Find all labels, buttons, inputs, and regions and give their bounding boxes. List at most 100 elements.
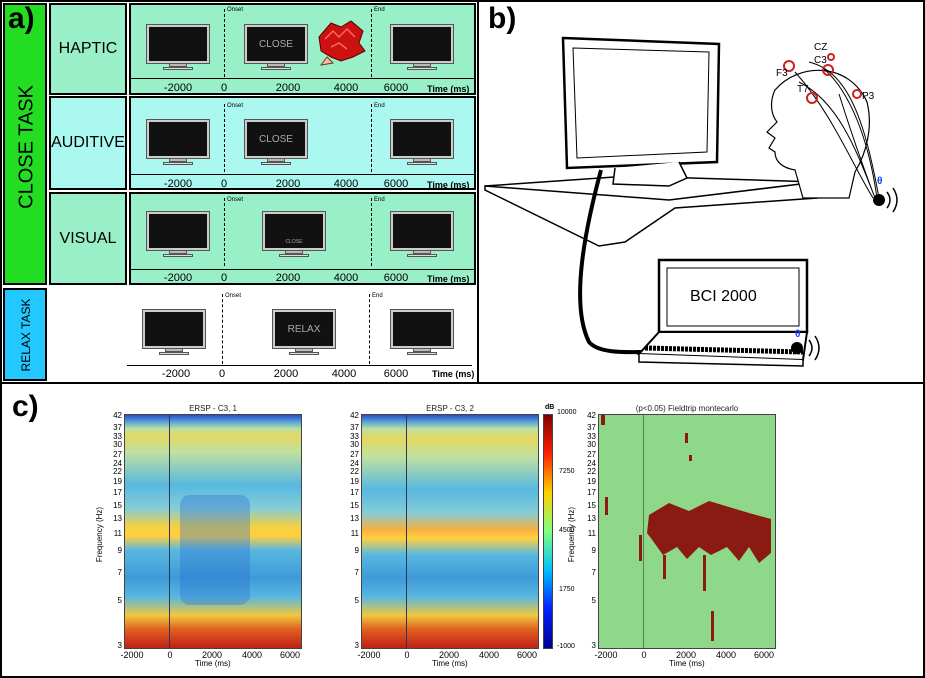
monitor-stimulus: CLOSE [244, 24, 308, 70]
x-tick-label: 2000 [438, 650, 460, 660]
heatmap-title-3: (p<0.05) Fieldtrip montecarlo [635, 404, 739, 413]
tick: 6000 [383, 82, 409, 94]
ylabel-2: Frequency (Hz) [567, 506, 577, 563]
significance-map [598, 414, 776, 649]
condition-label-visual: VISUAL [49, 192, 127, 285]
x-tick-label: -2000 [120, 650, 144, 660]
haptic-glove-icon [318, 20, 366, 66]
x-tick-label: 0 [167, 650, 173, 660]
significant-clusters [601, 415, 771, 641]
laptop-screen-text: BCI 2000 [690, 288, 757, 305]
tick: -2000 [163, 272, 193, 284]
monitor-pre [146, 211, 210, 257]
bluetooth-icon: θ [795, 329, 801, 340]
tick: 4000 [331, 368, 357, 380]
condition-label-haptic: HAPTIC [49, 3, 127, 95]
tick: 0 [218, 368, 226, 380]
y-tick-label: 5 [591, 596, 596, 605]
y-tick-label: 3 [591, 641, 596, 650]
tick: 6000 [383, 178, 409, 190]
bluetooth-icon: θ [877, 176, 883, 187]
y-tick-label: 42 [113, 411, 122, 420]
time-axis [127, 365, 472, 366]
y-tick-label: 22 [350, 467, 359, 476]
y-tick-label: 33 [350, 432, 359, 441]
tick: 2000 [275, 272, 301, 284]
y-tick-label: 37 [350, 423, 359, 432]
close-task-label: CLOSE TASK [15, 85, 38, 209]
panel-c-frame [0, 382, 925, 678]
onset-label: Onset [227, 7, 244, 13]
electrode-label-t7: T7 [797, 84, 809, 95]
y-tick-label: 13 [350, 514, 359, 523]
stimulus-text: CLOSE [244, 24, 308, 64]
end-label: End [374, 103, 385, 109]
y-tick-label: 13 [587, 514, 596, 523]
end-line [371, 104, 372, 172]
xlabel-2: Time (ms) [432, 659, 468, 668]
y-tick-label: 19 [350, 477, 359, 486]
timeline-haptic: Onset End CLOSE -2000 0 2000 4000 6000 T… [129, 3, 476, 95]
monitor-pre [142, 309, 206, 355]
y-tick-label: 42 [587, 411, 596, 420]
y-tick-label: 9 [354, 546, 359, 555]
x-tick-label: 6000 [516, 650, 538, 660]
x-tick-label: 0 [404, 650, 410, 660]
x-tick-label: 2000 [201, 650, 223, 660]
stimulus-text: CLOSE [244, 119, 308, 159]
monitor-post [390, 119, 454, 165]
colorbar-tick: 1750 [559, 586, 575, 593]
tick: 2000 [275, 178, 301, 190]
y-tick-label: 30 [350, 440, 359, 449]
timeline-auditive: Onset End CLOSE -2000 0 2000 4000 6000 T… [129, 96, 476, 190]
end-label: End [374, 7, 385, 13]
monitor-post [390, 24, 454, 70]
y-tick-label: 15 [350, 501, 359, 510]
y-tick-label: 24 [113, 459, 122, 468]
y-tick-label: 3 [117, 641, 122, 650]
xlabel-3: Time (ms) [669, 659, 705, 668]
y-tick-label: 24 [350, 459, 359, 468]
colorbar-tick: 7250 [559, 468, 575, 475]
y-tick-label: 17 [587, 488, 596, 497]
electrode-label-f3: F3 [776, 68, 788, 79]
y-tick-label: 17 [113, 488, 122, 497]
onset-line [169, 415, 170, 648]
colorbar-tick: 10000 [557, 409, 577, 416]
y-tick-label: 5 [354, 596, 359, 605]
x-tick-label: -2000 [357, 650, 381, 660]
tick: -2000 [161, 368, 191, 380]
y-tick-label: 42 [350, 411, 359, 420]
x-tick-label: 4000 [715, 650, 737, 660]
onset-label: Onset [227, 103, 244, 109]
x-tick-label: 4000 [241, 650, 263, 660]
tick: 6000 [383, 368, 409, 380]
colorbar [543, 414, 553, 649]
onset-line [643, 415, 644, 648]
colorbar-unit: dB [545, 404, 555, 411]
onset-line [224, 198, 225, 266]
relax-task-bar: RELAX TASK [3, 288, 47, 381]
xlabel-1: Time (ms) [195, 659, 231, 668]
onset-line [222, 294, 223, 364]
monitor-stimulus: CLOSE [244, 119, 308, 165]
x-tick-label: 2000 [675, 650, 697, 660]
heatmap-title-2: ERSP - C3, 2 [426, 404, 474, 413]
end-label: End [374, 197, 385, 203]
panel-c-letter: c) [12, 390, 39, 423]
time-axis [131, 78, 474, 79]
y-tick-label: 22 [587, 467, 596, 476]
y-tick-label: 7 [591, 568, 596, 577]
monitor-stimulus: RELAX [272, 309, 336, 355]
close-task-bar: CLOSE TASK [3, 3, 47, 285]
onset-line [224, 9, 225, 77]
ersp-heatmap-c3-2 [361, 414, 539, 649]
y-tick-label: 11 [113, 529, 122, 538]
panel-a-letter: a) [8, 2, 35, 35]
time-axis [131, 174, 474, 175]
tick: 2000 [275, 82, 301, 94]
electrode-label-cz: CZ [814, 42, 828, 53]
timeline-visual: Onset End CLOSE -2000 0 2000 4000 6000 T… [129, 192, 476, 285]
end-line [371, 198, 372, 266]
y-tick-label: 11 [350, 529, 359, 538]
